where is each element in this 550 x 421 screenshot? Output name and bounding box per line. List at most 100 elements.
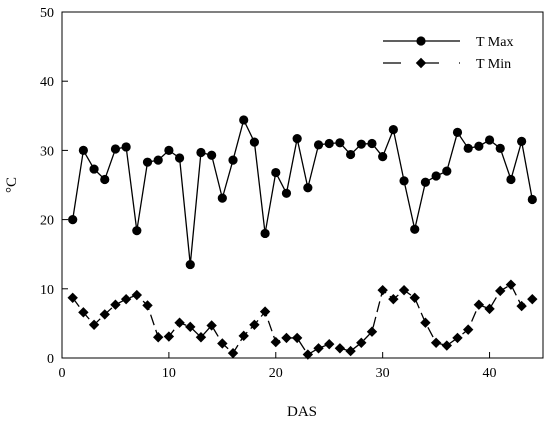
point-t-max [132, 226, 142, 236]
point-t-max [89, 164, 99, 174]
point-t-min [99, 309, 110, 320]
point-t-max [303, 183, 313, 193]
point-t-min [291, 332, 303, 344]
legend-label-t-min: T Min [476, 57, 511, 72]
legend-item-t-max: T Max [383, 35, 513, 50]
point-t-min [441, 340, 452, 351]
point-t-max [399, 176, 409, 186]
point-t-min [249, 319, 260, 330]
point-t-min [430, 337, 442, 348]
plot-frame [61, 11, 544, 359]
point-t-max [420, 177, 431, 187]
point-t-max [335, 138, 345, 148]
point-t-max [281, 188, 292, 198]
point-t-max [260, 228, 270, 239]
point-t-max [68, 215, 78, 225]
point-t-min [527, 293, 538, 305]
point-t-min [153, 332, 164, 343]
point-t-min [78, 307, 89, 318]
point-t-min [131, 289, 143, 301]
point-t-max [185, 259, 195, 270]
series-t-min [67, 279, 538, 360]
series-t-max [68, 115, 537, 270]
point-t-max [228, 155, 238, 165]
point-t-max [388, 125, 398, 135]
point-t-max [452, 127, 463, 138]
point-t-min [227, 347, 239, 359]
point-t-max [431, 171, 441, 181]
point-t-min [163, 331, 175, 342]
legend-marker-t-max [416, 36, 426, 46]
point-t-min [238, 330, 249, 342]
point-t-max [463, 143, 473, 153]
x-tick-label: 10 [162, 366, 176, 381]
point-t-max [367, 138, 377, 149]
y-tick-label: 20 [40, 214, 54, 229]
point-t-min [516, 300, 527, 312]
point-t-max [110, 144, 121, 154]
y-tick-label: 10 [40, 283, 54, 298]
series-layer [67, 115, 538, 360]
x-tick-label: 30 [376, 366, 390, 381]
point-t-min [88, 319, 100, 330]
point-t-max [356, 139, 366, 149]
legend-marker-t-min [415, 57, 427, 69]
y-axis: 0 10 20 30 40 50 [40, 6, 68, 367]
point-t-min [473, 299, 485, 310]
point-t-min [388, 293, 399, 305]
y-tick-label: 50 [40, 6, 54, 21]
point-t-max [410, 224, 420, 234]
point-t-max [484, 135, 495, 145]
point-t-max [517, 136, 527, 147]
point-t-max [324, 138, 334, 149]
point-t-min [366, 326, 378, 337]
point-t-max [164, 145, 174, 155]
point-t-max [174, 153, 185, 163]
point-t-max [153, 155, 163, 165]
point-t-min [281, 332, 292, 344]
point-t-max [474, 141, 484, 151]
point-t-max [495, 143, 505, 153]
point-t-max [78, 145, 88, 155]
x-tick-label: 20 [269, 366, 283, 381]
point-t-min [142, 300, 153, 311]
point-t-min [195, 332, 207, 343]
point-t-max [207, 150, 217, 160]
point-t-min [206, 320, 217, 331]
point-t-min [110, 299, 121, 310]
legend-item-t-min: T Min [383, 57, 511, 72]
point-t-min [217, 338, 228, 349]
point-t-min [495, 285, 506, 297]
point-t-max [249, 137, 259, 147]
x-axis-title: DAS [287, 404, 317, 420]
point-t-max [442, 166, 452, 176]
point-t-min [67, 292, 78, 303]
point-t-max [196, 147, 206, 158]
point-t-min [324, 338, 335, 350]
point-t-max [239, 115, 249, 125]
point-t-min [345, 345, 356, 357]
legend: T Max T Min [383, 35, 513, 72]
point-t-min [120, 293, 132, 305]
point-t-min [185, 321, 196, 333]
point-t-min [302, 349, 314, 360]
point-t-max [217, 193, 227, 203]
point-t-max [100, 174, 110, 185]
series-line-t-max [72, 118, 533, 265]
point-t-min [462, 324, 474, 335]
y-tick-label: 30 [40, 144, 54, 159]
y-axis-title: °C [4, 177, 20, 193]
point-t-min [452, 332, 463, 344]
x-tick-label: 0 [59, 366, 66, 381]
point-t-min [313, 343, 324, 354]
point-t-max [313, 140, 324, 150]
point-t-min [505, 279, 517, 290]
point-t-min [356, 337, 367, 348]
x-axis: 0 10 20 30 40 [59, 352, 497, 381]
point-t-min [174, 317, 185, 328]
point-t-max [292, 134, 302, 144]
x-tick-label: 40 [483, 366, 497, 381]
point-t-min [398, 284, 410, 296]
point-t-min [377, 284, 388, 296]
point-t-max [121, 142, 131, 152]
